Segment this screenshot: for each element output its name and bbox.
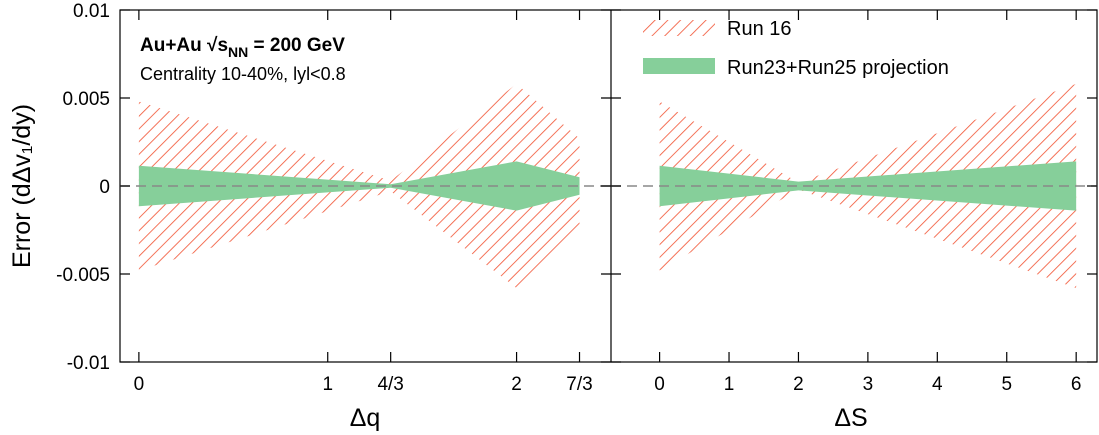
- x-tick-label: 6: [1071, 374, 1082, 395]
- x-tick-label: 4/3: [377, 374, 403, 395]
- y-axis-title: Error (dΔv₁/dy): [8, 104, 36, 268]
- x-tick-label: 4: [932, 374, 943, 395]
- x-tick-label: 7/3: [566, 374, 592, 395]
- x-tick-label: 0: [134, 374, 145, 395]
- y-tick-label: -0.005: [56, 265, 110, 286]
- y-tick-label: -0.01: [67, 353, 110, 374]
- legend-label-projection: Run23+Run25 projection: [727, 57, 949, 79]
- y-tick-label: 0.005: [62, 89, 110, 110]
- legend-swatch-projection: [643, 58, 715, 74]
- y-tick-label: 0.01: [73, 1, 110, 22]
- y-tick-label: 0: [99, 177, 110, 198]
- x-axis-title-right: ΔS: [834, 404, 867, 432]
- x-tick-label: 1: [322, 374, 333, 395]
- legend-label-run16: Run 16: [727, 18, 792, 40]
- centrality-annotation: Centrality 10-40%, lyl<0.8: [140, 64, 346, 84]
- x-tick-label: 0: [654, 374, 665, 395]
- x-tick-label: 1: [724, 374, 735, 395]
- ticks: [120, 9, 1097, 363]
- left-panel-bands: [138, 83, 580, 289]
- legend-swatch-run16: [643, 20, 715, 36]
- x-axis-title-left: Δq: [350, 404, 381, 432]
- tick-labels: 0.01 0.005 0 -0.005 -0.01 0 1 4/3 2 7/3 0 1 2 3 4 5 6: [56, 1, 1081, 395]
- band-projection: [138, 161, 580, 211]
- x-tick-label: 2: [511, 374, 522, 395]
- x-tick-label: 3: [863, 374, 874, 395]
- x-tick-label: 2: [793, 374, 804, 395]
- energy-annotation: Au+Au √sNN = 200 GeV: [140, 35, 345, 60]
- x-tick-label: 5: [1001, 374, 1012, 395]
- legend: Run 16 Run23+Run25 projection: [643, 18, 949, 79]
